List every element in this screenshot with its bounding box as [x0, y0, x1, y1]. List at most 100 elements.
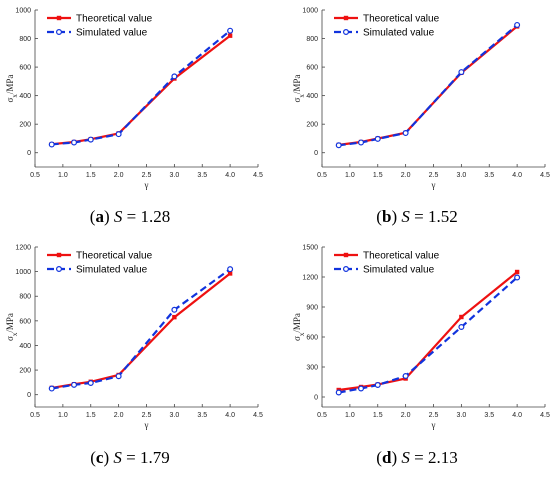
- legend-marker-theoretical: [56, 252, 62, 258]
- simulated-line: [338, 276, 518, 394]
- x-tick-label: 0.5: [30, 412, 40, 419]
- x-tick-label: 0.5: [317, 412, 327, 419]
- x-axis-label: γ: [431, 180, 436, 190]
- caption-letter: b: [382, 207, 391, 226]
- legend-label: Simulated value: [363, 28, 435, 39]
- x-tick-label: 1.0: [345, 412, 355, 419]
- y-tick-label: 200: [306, 122, 318, 129]
- x-tick-label: 3.0: [457, 172, 467, 179]
- legend-label: Simulated value: [76, 265, 148, 276]
- y-tick-label: 600: [19, 65, 31, 72]
- x-tick-label: 2.5: [142, 412, 152, 419]
- x-tick-label: 0.5: [317, 172, 327, 179]
- legend-marker-simulated: [343, 266, 350, 273]
- chart-panel-b: 0.5 1.0 1.5 2.0 2.5 3.0 3.5 4.0 4.5 0 200 400 600 800…: [292, 8, 550, 227]
- y-tick-label: 400: [19, 343, 31, 350]
- simulated-point: [71, 139, 78, 146]
- caption-value: = 1.52: [410, 207, 458, 226]
- simulated-point: [402, 373, 409, 380]
- theoretical-point: [227, 271, 233, 276]
- x-tick-label: 1.0: [345, 172, 355, 179]
- x-tick-label: 4.5: [253, 172, 263, 179]
- x-tick-label: 4.5: [253, 412, 263, 419]
- x-tick-label: 4.0: [225, 172, 235, 179]
- legend-label: Theoretical value: [76, 251, 153, 262]
- y-tick-label: 600: [306, 65, 318, 72]
- x-tick-label: 3.5: [197, 412, 207, 419]
- panel-caption: (a) S = 1.28: [90, 207, 170, 226]
- y-axis-label-subscript: x: [298, 332, 306, 336]
- y-tick-label: 1200: [15, 245, 31, 252]
- caption-open: (: [90, 448, 96, 467]
- simulated-point: [87, 136, 94, 143]
- x-tick-label: 3.5: [484, 172, 494, 179]
- chart-panel-c: 0.5 1.0 1.5 2.0 2.5 3.0 3.5 4.0 4.5 0 200 400 600 800…: [5, 245, 263, 468]
- y-tick-label: 0: [314, 150, 318, 157]
- theoretical-line: [51, 34, 231, 146]
- y-axis-label: σx/MPa: [5, 313, 19, 341]
- y-tick-label: 300: [306, 365, 318, 372]
- x-tick-label: 3.5: [197, 172, 207, 179]
- legend-label: Theoretical value: [363, 14, 440, 25]
- x-tick-label: 1.5: [86, 172, 96, 179]
- y-tick-label: 1500: [302, 245, 318, 252]
- y-axis-label-subscript: x: [11, 94, 19, 98]
- panel-caption: (c) S = 1.79: [90, 448, 169, 467]
- x-tick-label: 4.0: [512, 172, 522, 179]
- x-tick-label: 1.5: [373, 412, 383, 419]
- legend-marker-theoretical: [343, 252, 349, 258]
- caption-open: (: [376, 207, 382, 226]
- y-axis-label-symbol: σ: [292, 97, 302, 102]
- theoretical-line: [338, 271, 518, 392]
- y-tick-label: 400: [19, 93, 31, 100]
- x-tick-label: 1.5: [373, 172, 383, 179]
- y-tick-label: 400: [306, 93, 318, 100]
- caption-value: = 1.79: [122, 448, 170, 467]
- x-tick-label: 2.0: [114, 172, 124, 179]
- y-tick-label: 200: [19, 368, 31, 375]
- simulated-point: [335, 142, 342, 149]
- simulated-point: [71, 381, 78, 388]
- y-tick-label: 900: [306, 305, 318, 312]
- y-axis-label-symbol: σ: [292, 336, 302, 341]
- caption-open: (: [90, 207, 96, 226]
- simulated-point: [358, 139, 365, 146]
- caption-close: ): [391, 207, 401, 226]
- caption-close: ): [104, 207, 114, 226]
- x-tick-label: 4.0: [512, 412, 522, 419]
- simulated-point: [374, 135, 381, 142]
- caption-value: = 1.28: [122, 207, 170, 226]
- caption-variable: S: [401, 448, 410, 467]
- y-axis-label: σx/MPa: [5, 75, 19, 103]
- y-axis-label-unit: /MPa: [292, 313, 302, 333]
- y-tick-label: 600: [19, 318, 31, 325]
- simulated-point: [458, 324, 465, 331]
- y-tick-label: 1000: [302, 8, 318, 15]
- x-tick-label: 4.5: [540, 412, 550, 419]
- y-axis-label-subscript: x: [298, 94, 306, 98]
- chart-panel-a: 0.5 1.0 1.5 2.0 2.5 3.0 3.5 4.0 4.5 0 200 400 600 800…: [5, 8, 263, 227]
- caption-letter: a: [95, 207, 104, 226]
- x-tick-label: 3.0: [170, 412, 180, 419]
- x-tick-label: 3.0: [170, 172, 180, 179]
- y-tick-label: 600: [306, 335, 318, 342]
- x-tick-label: 2.5: [142, 172, 152, 179]
- y-axis-label-subscript: x: [11, 332, 19, 336]
- simulated-point: [171, 73, 178, 80]
- theoretical-point: [172, 314, 177, 320]
- caption-value: = 2.13: [410, 448, 458, 467]
- x-tick-label: 2.0: [401, 412, 411, 419]
- y-tick-label: 0: [27, 150, 31, 157]
- y-axis-label-unit: /MPa: [5, 313, 15, 333]
- x-axis-label: γ: [144, 180, 149, 190]
- caption-close: ): [391, 448, 401, 467]
- simulated-point: [115, 373, 122, 380]
- x-tick-label: 2.0: [401, 172, 411, 179]
- y-tick-label: 800: [19, 294, 31, 301]
- x-axis-label: γ: [431, 420, 436, 430]
- chart-panel-d: 0.5 1.0 1.5 2.0 2.5 3.0 3.5 4.0 4.5 0 300 600 900 120…: [292, 245, 550, 468]
- caption-letter: d: [382, 448, 392, 467]
- simulated-point: [402, 130, 409, 137]
- simulated-point: [374, 382, 381, 389]
